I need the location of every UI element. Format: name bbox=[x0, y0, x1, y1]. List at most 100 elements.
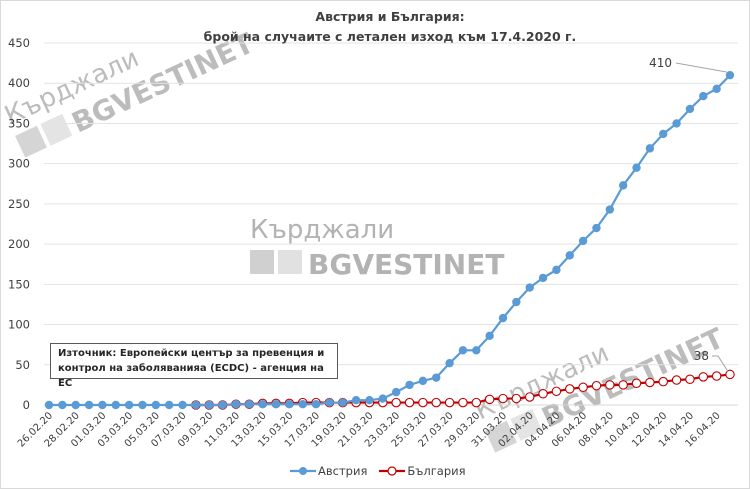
watermark-square-icon bbox=[485, 420, 517, 453]
legend-item-bulgaria[interactable]: България bbox=[379, 464, 466, 478]
data-point bbox=[271, 399, 281, 409]
watermark-square-icon bbox=[15, 125, 47, 158]
data-point bbox=[365, 395, 374, 405]
data-point bbox=[445, 358, 454, 368]
data-point bbox=[111, 400, 120, 410]
data-point bbox=[338, 398, 347, 407]
data-point bbox=[591, 380, 602, 391]
data-point bbox=[458, 397, 468, 408]
data-point bbox=[685, 104, 695, 114]
data-point bbox=[498, 393, 508, 404]
data-point bbox=[659, 129, 668, 139]
data-point bbox=[151, 400, 161, 410]
data-point bbox=[524, 392, 535, 402]
source-note: Източник: Европейски център за превенция… bbox=[50, 343, 338, 389]
data-point bbox=[285, 399, 294, 409]
source-note-line2: контрол на заболяванияа (ECDC) - агенция… bbox=[58, 363, 324, 389]
data-point bbox=[498, 313, 508, 323]
data-point bbox=[512, 297, 521, 307]
data-point bbox=[525, 283, 534, 292]
data-point bbox=[458, 346, 468, 355]
watermark-square-icon bbox=[278, 250, 302, 274]
data-point bbox=[578, 382, 588, 393]
data-point bbox=[218, 400, 227, 410]
data-point bbox=[431, 397, 441, 408]
watermark-square-icon bbox=[510, 408, 543, 441]
y-tick-label: 150 bbox=[8, 277, 30, 291]
data-point bbox=[538, 273, 548, 283]
data-point bbox=[191, 400, 201, 410]
data-labels: 410 38 bbox=[649, 56, 729, 372]
series-line-austria bbox=[49, 74, 731, 407]
legend-label-bulgaria: България bbox=[407, 464, 466, 478]
leader-line bbox=[675, 62, 728, 73]
data-point bbox=[685, 374, 695, 385]
data-point bbox=[671, 375, 682, 385]
data-point bbox=[418, 376, 428, 386]
data-point bbox=[391, 387, 401, 397]
data-point bbox=[124, 400, 134, 410]
data-point bbox=[164, 400, 174, 410]
data-point bbox=[311, 399, 321, 409]
data-point bbox=[138, 400, 147, 410]
data-point bbox=[404, 397, 415, 408]
data-point bbox=[592, 223, 601, 233]
data-point bbox=[511, 393, 522, 404]
data-point bbox=[258, 399, 267, 409]
data-point bbox=[298, 399, 307, 409]
data-point bbox=[245, 399, 254, 409]
y-tick-label: 300 bbox=[8, 157, 30, 171]
data-point bbox=[605, 205, 615, 214]
watermark-city: Кърджали bbox=[250, 215, 394, 245]
data-point bbox=[351, 395, 361, 405]
y-tick-label: 450 bbox=[8, 36, 30, 50]
y-tick-label: 50 bbox=[15, 358, 30, 372]
open-circle-marker-icon bbox=[379, 466, 406, 476]
data-point bbox=[712, 84, 721, 94]
filled-circle-marker-icon bbox=[290, 467, 316, 475]
data-point bbox=[44, 400, 54, 410]
watermark-square-icon bbox=[40, 113, 73, 146]
data-point bbox=[484, 394, 495, 405]
data-point bbox=[485, 331, 494, 341]
data-point bbox=[578, 236, 588, 246]
legend: Австрия България bbox=[290, 462, 466, 480]
data-point bbox=[538, 388, 548, 399]
data-point bbox=[632, 163, 641, 172]
y-tick-label: 100 bbox=[8, 318, 30, 332]
data-point bbox=[618, 380, 628, 390]
y-axis: 0 50 100 150 200 250 300 350 400 450 bbox=[8, 36, 30, 412]
data-point bbox=[472, 346, 481, 355]
data-point bbox=[565, 251, 574, 260]
gridlines bbox=[44, 42, 738, 406]
data-point bbox=[444, 397, 455, 408]
data-point bbox=[432, 373, 441, 382]
data-point bbox=[672, 119, 681, 128]
data-point bbox=[618, 181, 628, 190]
data-point bbox=[699, 91, 708, 101]
legend-label-austria: Австрия bbox=[318, 464, 368, 478]
y-tick-label: 200 bbox=[8, 237, 30, 251]
data-point bbox=[551, 386, 562, 397]
data-point bbox=[98, 400, 107, 410]
data-point bbox=[698, 372, 709, 382]
y-tick-label: 350 bbox=[8, 116, 30, 130]
data-point bbox=[58, 400, 67, 410]
y-tick-label: 250 bbox=[8, 197, 30, 211]
data-point bbox=[645, 377, 655, 388]
data-point bbox=[605, 380, 615, 390]
data-point bbox=[378, 394, 388, 403]
data-point bbox=[725, 369, 735, 380]
data-point bbox=[205, 400, 214, 410]
chart-title-line2: брой на случаите с летален изход към 17.… bbox=[203, 29, 577, 44]
legend-item-austria[interactable]: Австрия bbox=[290, 464, 367, 478]
data-point bbox=[405, 380, 414, 390]
data-point bbox=[325, 398, 334, 407]
end-label-bulgaria: 38 bbox=[694, 349, 709, 363]
watermark-square-icon bbox=[250, 250, 274, 274]
watermark-brand: BGVESTINET bbox=[308, 248, 504, 281]
source-note-line1: Източник: Европейски център за превенция… bbox=[58, 348, 325, 359]
data-point bbox=[71, 400, 80, 410]
